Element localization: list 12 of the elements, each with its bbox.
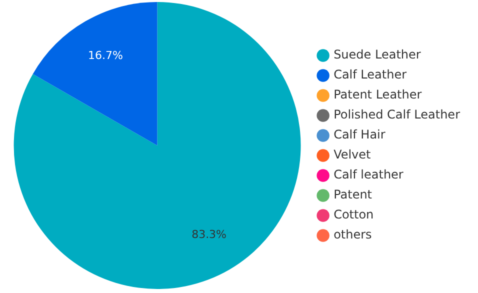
legend-label: others: [334, 228, 372, 242]
legend-label: Patent: [334, 188, 372, 202]
legend-label: Patent Leather: [334, 88, 422, 102]
legend-label: Velvet: [334, 148, 372, 162]
legend-label: Calf Hair: [334, 128, 386, 142]
legend-label: Suede Leather: [334, 48, 421, 62]
data-label: 83.3%: [192, 228, 227, 241]
data-label: 16.7%: [88, 48, 124, 62]
legend-label: Polished Calf Leather: [334, 108, 460, 122]
legend-label: Calf leather: [334, 168, 404, 182]
legend-label: Cotton: [334, 208, 374, 222]
legend-label: Calf Leather: [334, 68, 407, 82]
